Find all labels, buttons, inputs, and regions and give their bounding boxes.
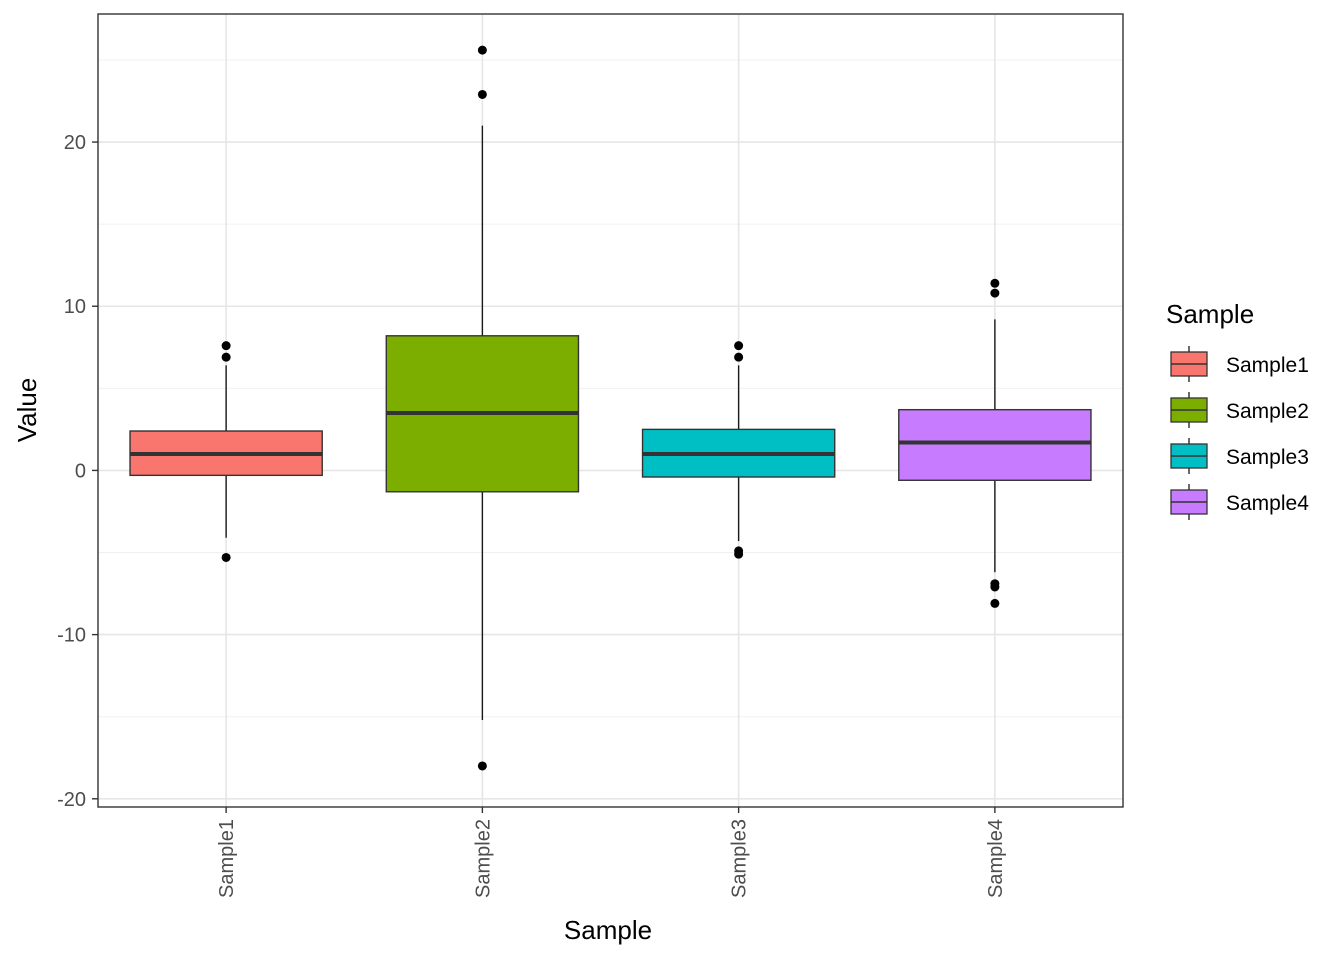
legend-label: Sample2 bbox=[1226, 400, 1309, 423]
legend: Sample Sample1 Sample2 Sample3 Sample4 bbox=[1166, 299, 1309, 520]
outlier-point bbox=[990, 278, 1000, 288]
outlier-point bbox=[221, 352, 231, 362]
plot-border bbox=[97, 13, 1124, 808]
box-sample4 bbox=[898, 278, 1092, 608]
x-tick-label: Sample4 bbox=[985, 819, 1007, 898]
y-axis: 20 10 0 -10 -20 bbox=[57, 132, 98, 811]
x-tick-label: Sample1 bbox=[216, 819, 238, 898]
outlier-point bbox=[734, 341, 744, 351]
legend-item-sample1: Sample1 bbox=[1170, 346, 1309, 382]
box-sample2 bbox=[385, 45, 580, 771]
outlier-point bbox=[477, 45, 487, 55]
outlier-point bbox=[477, 761, 487, 771]
outlier-point bbox=[221, 341, 231, 351]
box-sample1 bbox=[129, 341, 323, 562]
legend-item-sample3: Sample3 bbox=[1170, 438, 1309, 474]
box-sample3 bbox=[641, 341, 836, 559]
legend-label: Sample4 bbox=[1226, 492, 1309, 515]
y-axis-title: Value bbox=[12, 378, 42, 443]
outlier-point bbox=[990, 598, 1000, 608]
x-tick-label: Sample2 bbox=[472, 819, 494, 898]
y-tick-label: -10 bbox=[57, 625, 86, 647]
outlier-point bbox=[990, 582, 1000, 592]
y-tick-label: 20 bbox=[64, 132, 86, 154]
outlier-point bbox=[990, 288, 1000, 298]
legend-item-sample4: Sample4 bbox=[1170, 484, 1309, 520]
legend-label: Sample3 bbox=[1226, 446, 1309, 469]
x-axis: Sample1 Sample2 Sample3 Sample4 bbox=[216, 807, 1007, 898]
outlier-point bbox=[734, 352, 744, 362]
x-tick-label: Sample3 bbox=[729, 819, 751, 898]
y-tick-label: 0 bbox=[75, 460, 86, 482]
y-tick-label: 10 bbox=[64, 296, 86, 318]
boxes bbox=[129, 45, 1092, 771]
legend-item-sample2: Sample2 bbox=[1170, 392, 1309, 428]
legend-label: Sample1 bbox=[1226, 354, 1309, 377]
outlier-point bbox=[221, 552, 231, 562]
outlier-point bbox=[734, 549, 744, 559]
x-axis-title: Sample bbox=[564, 915, 652, 945]
legend-title: Sample bbox=[1166, 299, 1254, 329]
outlier-point bbox=[477, 89, 487, 99]
y-tick-label: -20 bbox=[57, 789, 86, 811]
box-body bbox=[898, 408, 1092, 481]
